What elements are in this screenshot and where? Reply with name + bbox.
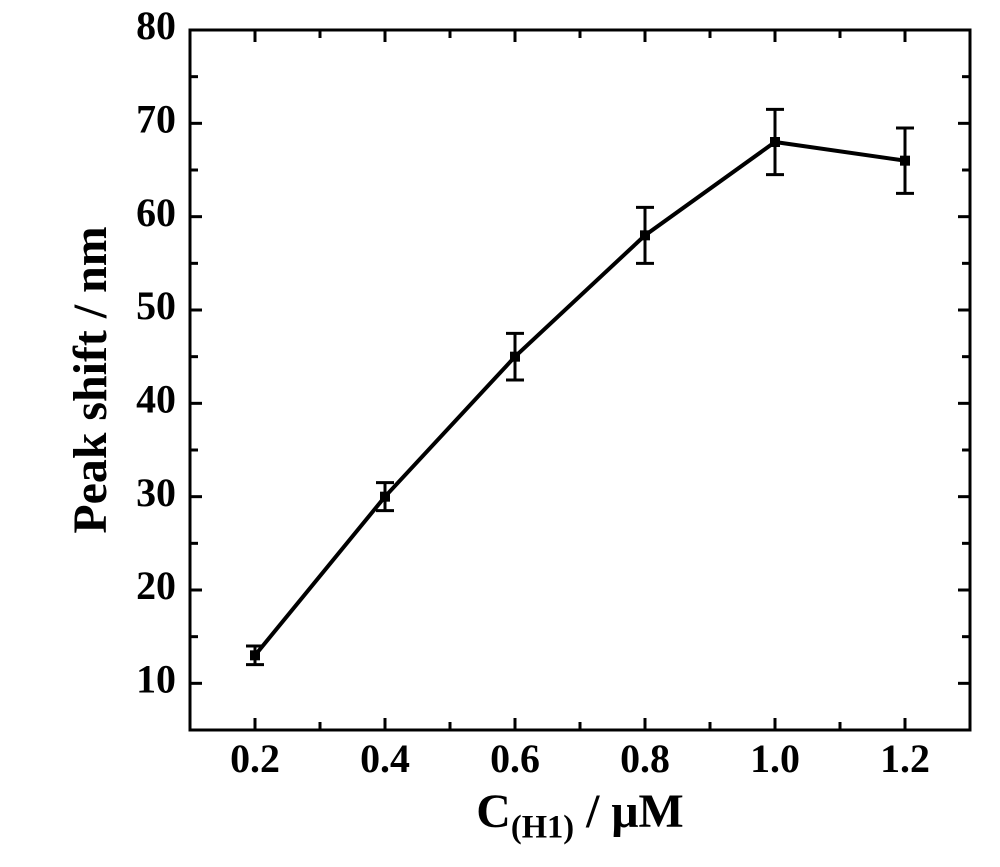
- plot-frame: [190, 30, 970, 730]
- x-axis-title: C(H1) / μM: [476, 785, 683, 846]
- x-axis-minor-ticks: [190, 30, 970, 730]
- data-line: [255, 142, 905, 655]
- data-markers: [250, 137, 910, 660]
- x-tick-label: 1.0: [750, 736, 800, 781]
- x-tick-label: 1.2: [880, 736, 930, 781]
- y-tick-label: 30: [136, 470, 176, 515]
- data-marker: [510, 352, 520, 362]
- y-axis-ticks: [190, 30, 970, 683]
- y-axis-tick-labels: 10 20 30 40 50 60 70 80: [136, 3, 176, 701]
- chart-container: 0.2 0.4 0.6 0.8 1.0 1.2 10 20 30 40 50 60 70 80 C(H1…: [0, 0, 1000, 867]
- y-tick-label: 80: [136, 3, 176, 48]
- data-marker: [250, 650, 260, 660]
- y-tick-label: 10: [136, 656, 176, 701]
- data-marker: [380, 492, 390, 502]
- x-tick-label: 0.2: [230, 736, 280, 781]
- y-axis-minor-ticks: [190, 77, 970, 730]
- data-marker: [900, 156, 910, 166]
- x-tick-label: 0.4: [360, 736, 410, 781]
- error-bars: [246, 109, 914, 664]
- x-axis-ticks: [255, 30, 905, 730]
- y-axis-title: Peak shift / nm: [64, 226, 117, 533]
- x-tick-label: 0.8: [620, 736, 670, 781]
- x-tick-label: 0.6: [490, 736, 540, 781]
- y-tick-label: 60: [136, 190, 176, 235]
- y-tick-label: 40: [136, 376, 176, 421]
- data-marker: [640, 230, 650, 240]
- y-tick-label: 70: [136, 96, 176, 141]
- line-chart: 0.2 0.4 0.6 0.8 1.0 1.2 10 20 30 40 50 60 70 80 C(H1…: [0, 0, 1000, 867]
- y-tick-label: 50: [136, 283, 176, 328]
- y-tick-label: 20: [136, 563, 176, 608]
- data-marker: [770, 137, 780, 147]
- x-axis-tick-labels: 0.2 0.4 0.6 0.8 1.0 1.2: [230, 736, 930, 781]
